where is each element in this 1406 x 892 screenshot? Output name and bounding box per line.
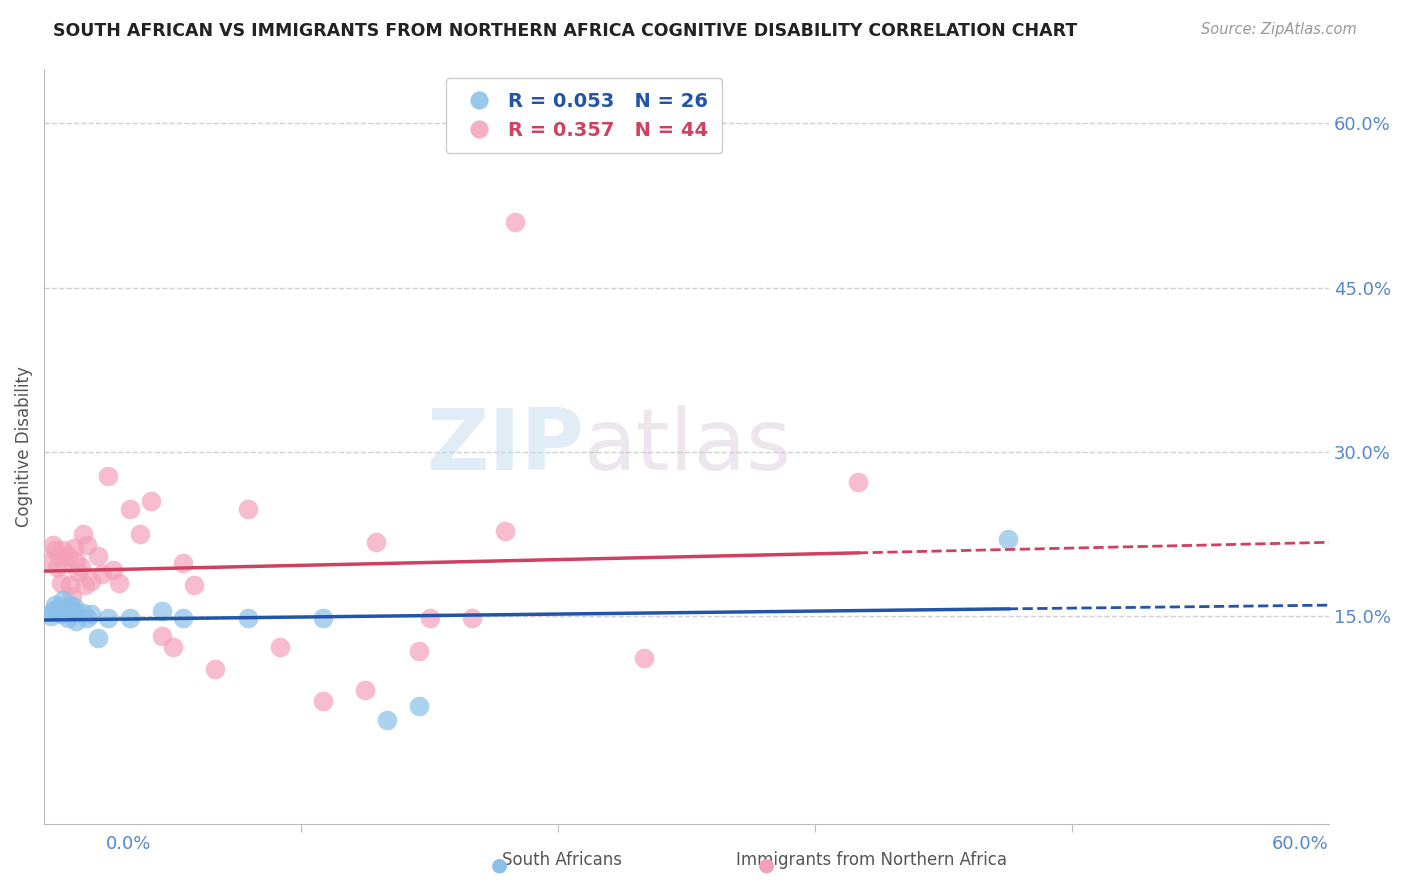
Point: [56, 611, 79, 625]
Point: [118, 501, 141, 516]
Text: ●: ●: [758, 855, 775, 875]
Point: [76, 611, 98, 625]
Point: [60, 590, 83, 604]
Text: Source: ZipAtlas.com: Source: ZipAtlas.com: [1201, 22, 1357, 37]
Point: [76, 538, 98, 552]
Point: [46, 559, 69, 574]
Point: [172, 611, 194, 625]
Point: [46, 603, 69, 617]
Point: [269, 640, 291, 654]
Point: [236, 501, 259, 516]
Point: [65, 554, 87, 568]
Point: [55, 603, 77, 617]
Point: [67, 565, 90, 579]
Text: ZIP: ZIP: [426, 405, 583, 488]
Point: [97, 468, 120, 483]
Point: [236, 611, 259, 625]
Point: [86, 549, 108, 563]
Text: Immigrants from Northern Africa: Immigrants from Northern Africa: [737, 851, 1007, 869]
Point: [118, 611, 141, 625]
Point: [63, 541, 86, 555]
Point: [354, 683, 377, 698]
Point: [41, 538, 63, 552]
Point: [59, 598, 82, 612]
Point: [48, 549, 70, 563]
Point: [419, 611, 441, 625]
Legend: R = 0.053   N = 26, R = 0.357   N = 44: R = 0.053 N = 26, R = 0.357 N = 44: [446, 78, 721, 153]
Text: ●: ●: [491, 855, 508, 875]
Point: [56, 549, 79, 563]
Point: [39, 609, 62, 624]
Point: [183, 578, 205, 592]
Point: [408, 698, 430, 713]
Point: [846, 475, 869, 490]
Point: [39, 554, 62, 568]
Point: [52, 592, 75, 607]
Point: [162, 640, 184, 654]
Point: [51, 607, 73, 621]
Point: [63, 600, 86, 615]
Point: [97, 611, 120, 625]
Point: [65, 615, 87, 629]
Point: [494, 524, 516, 538]
Point: [150, 603, 173, 617]
Point: [69, 559, 91, 574]
Point: [72, 606, 94, 620]
Text: 60.0%: 60.0%: [1272, 835, 1329, 853]
Y-axis label: Cognitive Disability: Cognitive Disability: [15, 366, 32, 527]
Point: [60, 603, 83, 617]
Point: [141, 494, 163, 508]
Point: [503, 215, 526, 229]
Point: [80, 574, 103, 588]
Point: [44, 598, 66, 612]
Text: SOUTH AFRICAN VS IMMIGRANTS FROM NORTHERN AFRICA COGNITIVE DISABILITY CORRELATIO: SOUTH AFRICAN VS IMMIGRANTS FROM NORTHER…: [53, 22, 1077, 40]
Point: [408, 644, 430, 658]
Point: [364, 534, 387, 549]
Point: [55, 557, 77, 571]
Point: [172, 557, 194, 571]
Text: atlas: atlas: [583, 405, 792, 488]
Point: [41, 603, 63, 617]
Point: [129, 527, 152, 541]
Point: [108, 576, 131, 591]
Point: [48, 600, 70, 615]
Point: [72, 527, 94, 541]
Point: [80, 607, 103, 621]
Point: [86, 631, 108, 645]
Point: [311, 694, 333, 708]
Text: South Africans: South Africans: [502, 851, 623, 869]
Point: [90, 567, 112, 582]
Point: [204, 662, 226, 676]
Point: [73, 578, 96, 592]
Text: 0.0%: 0.0%: [105, 835, 150, 853]
Point: [44, 543, 66, 558]
Point: [59, 578, 82, 592]
Point: [150, 629, 173, 643]
Point: [375, 713, 398, 727]
Point: [633, 650, 655, 665]
Point: [997, 533, 1019, 547]
Point: [311, 611, 333, 625]
Point: [51, 576, 73, 591]
Point: [461, 611, 484, 625]
Point: [52, 543, 75, 558]
Point: [101, 563, 124, 577]
